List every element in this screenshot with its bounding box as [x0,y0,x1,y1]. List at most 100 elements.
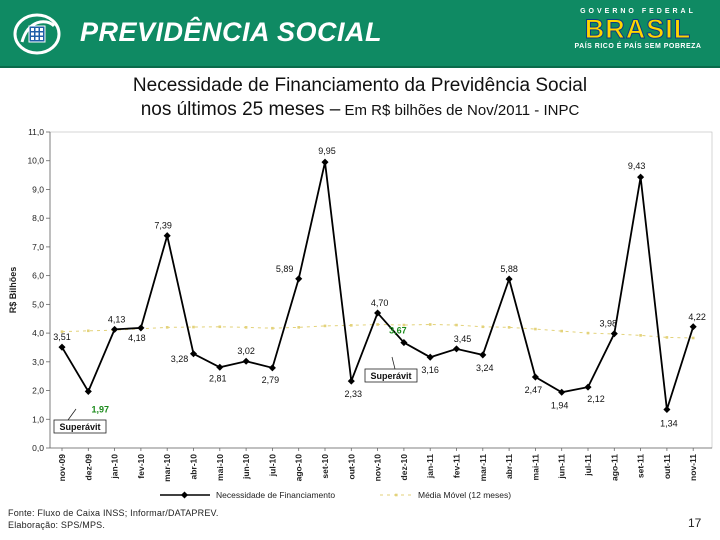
x-tick-label: fev-11 [452,454,462,478]
moving-average-point [297,326,300,329]
data-label: 4,70 [371,298,389,308]
y-tick-label: 4,0 [32,328,44,338]
data-label: 2,12 [587,394,605,404]
financing-data-point [610,330,618,338]
x-tick-label: out-11 [662,454,672,479]
data-label: 5,89 [276,264,294,274]
x-tick-label: ago-11 [609,454,619,481]
x-tick-label: abr-11 [504,454,514,479]
data-label: 3,16 [421,365,439,375]
data-label: 7,39 [154,221,172,231]
data-label: 9,43 [628,161,646,171]
governo-federal-logo: GOVERNO FEDERAL BRASIL PAÍS RICO É PAÍS … [568,8,708,60]
y-tick-label: 3,0 [32,357,44,367]
data-label: 4,22 [688,312,706,322]
x-tick-label: jun-11 [557,454,567,480]
superavit-callout-box [364,368,418,383]
moving-average-point [586,331,590,335]
x-tick-label: set-11 [636,454,646,478]
superavit-callout-box [53,419,107,434]
moving-average-line [61,323,694,339]
data-label: 9,95 [318,146,336,156]
financing-data-point [137,324,145,332]
superavit-callout-label: Superávit [59,422,100,432]
moving-average-point [665,336,669,339]
x-tick-label: nov-09 [57,454,67,482]
financing-data-point [295,275,303,283]
y-tick-label: 7,0 [32,242,44,252]
financing-data-point [268,364,276,372]
footer-source: Fonte: Fluxo de Caixa INSS; Informar/DAT… [8,508,219,518]
y-tick-label: 9,0 [32,184,44,194]
slide-title: Necessidade de Financiamento da Previdên… [0,74,720,123]
moving-average-point [691,336,695,340]
x-tick-label: dez-10 [399,454,409,481]
y-axis-label: R$ Bilhões [8,267,18,314]
brand-title: PREVIDÊNCIA SOCIAL [80,17,383,47]
data-label: 2,79 [262,375,280,385]
financing-data-point [558,388,566,396]
gov-main-label: BRASIL [584,14,692,44]
moving-average-point [402,323,406,327]
y-tick-label: 11,0 [28,127,44,137]
moving-average-point [323,324,327,328]
moving-average-point [218,325,222,329]
data-label: 4,18 [128,333,146,343]
header-divider [0,66,720,68]
financing-data-point [58,343,66,351]
moving-average-point [376,323,379,326]
x-tick-label: jan-11 [425,454,435,479]
y-tick-label: 8,0 [32,213,44,223]
y-tick-label: 2,0 [32,386,44,396]
financing-data-point [531,373,539,381]
moving-average-point [60,330,64,333]
financing-data-point [84,387,92,395]
data-label: 2,33 [345,389,363,399]
data-label: 2,47 [525,385,543,395]
x-tick-label: jan-10 [110,454,120,480]
data-label: 5,88 [500,264,518,274]
data-label: 1,94 [551,400,569,410]
moving-average-point [244,326,248,329]
x-tick-label: mar-11 [478,454,488,482]
financing-line-chart: 0,0 1,0 2,0 3,0 4,0 5,0 6,0 7,0 8,0 9,0 10,0 11,0 R$… [8,127,713,500]
data-label: 4,13 [108,314,126,324]
moving-average-point [481,325,485,329]
financing-data-point [111,325,119,333]
y-tick-label: 5,0 [32,299,44,309]
x-tick-label: mai-11 [530,454,540,481]
financing-data-point [163,232,171,240]
title-line-2: nos últimos 25 meses – Em R$ bilhões de … [0,98,720,123]
data-label: 3,28 [171,354,189,364]
x-tick-label: dez-09 [83,454,93,481]
superavit-callout-label: Superávit [370,371,411,381]
x-tick-label: jul-10 [267,454,277,477]
title-line-2-main: nos últimos 25 meses – [140,99,341,120]
moving-average-point [192,325,195,329]
moving-average-point [455,323,458,327]
x-tick-label: ago-10 [294,454,304,482]
data-label: 3,45 [454,334,472,344]
data-label: 2,81 [209,373,227,383]
moving-average-point [165,326,169,329]
legend-moving-average-label: Média Móvel (12 meses) [418,490,511,500]
financing-data-point [505,275,513,283]
title-line-2-sub: Em R$ bilhões de Nov/2011 - INPC [340,102,580,119]
x-tick-label: nov-10 [373,454,383,482]
financing-data-point [479,351,487,359]
financing-data-point [216,363,224,371]
financing-data-point [663,405,671,414]
x-tick-label: out-10 [346,454,356,480]
data-label: 3,02 [237,346,255,356]
financing-data-point [242,357,250,365]
x-tick-label: mai-10 [215,454,225,481]
x-tick-label: fev-10 [136,454,146,479]
header-bar: PREVIDÊNCIA SOCIAL GOVERNO FEDERAL BRASI… [0,0,720,68]
data-label: 3,51 [53,332,71,342]
moving-average-point [560,329,563,333]
data-label: 3,98 [600,319,618,329]
plot-area [49,131,713,449]
title-line-1: Necessidade de Financiamento da Previdên… [132,75,588,96]
gov-top-label: GOVERNO FEDERAL [580,8,696,15]
moving-average-point [428,323,432,326]
